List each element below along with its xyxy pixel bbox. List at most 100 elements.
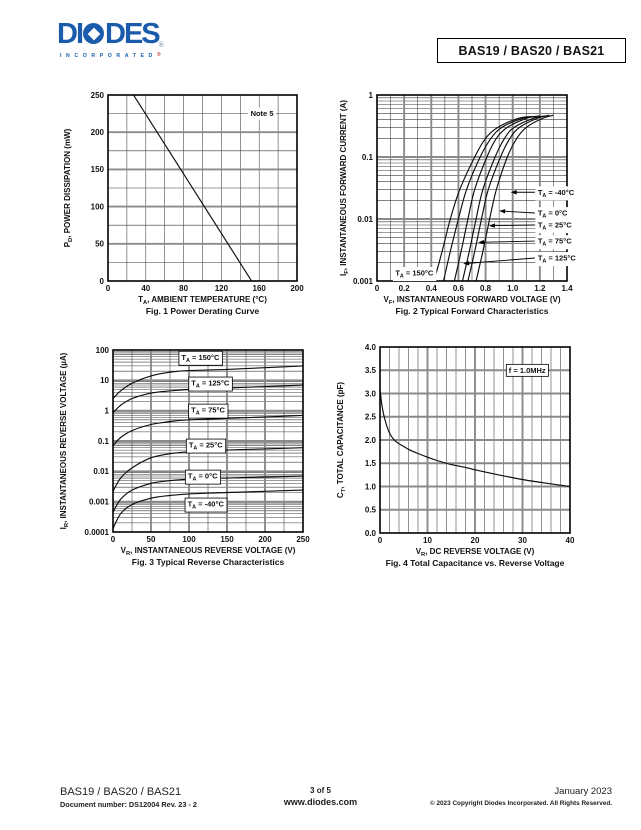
svg-text:2.5: 2.5 (365, 413, 377, 422)
fig2-caption: Fig. 2 Typical Forward Characteristics (396, 306, 549, 316)
svg-text:0: 0 (100, 277, 105, 286)
fig1-annotation: Note 5 (251, 109, 274, 118)
fig1-major-grid (108, 95, 297, 281)
fig2-x-axis-title: VF, INSTANTANEOUS FORWARD VOLTAGE (V) (383, 295, 560, 306)
logo-incorporated-text: INCORPORATED® (57, 52, 164, 59)
svg-text:150: 150 (220, 535, 234, 544)
footer-page-number: 3 of 5 (310, 786, 331, 795)
svg-text:80: 80 (179, 284, 188, 293)
footer-part-numbers: BAS19 / BAS20 / BAS21 (60, 786, 182, 798)
svg-text:1.4: 1.4 (561, 284, 573, 293)
svg-text:10: 10 (100, 376, 109, 385)
fig1-y-axis-title: PD, POWER DISSIPATION (mW) (63, 128, 74, 247)
svg-text:0.2: 0.2 (399, 284, 411, 293)
svg-text:0.01: 0.01 (93, 467, 109, 476)
fig2-tick-labels: 0 0.2 0.4 0.6 0.8 1.0 1.2 1.4 0.001 0.01 0.1 1 (353, 91, 573, 293)
footer-website-link[interactable]: www.diodes.com (283, 797, 358, 807)
svg-text:50: 50 (95, 240, 104, 249)
fig2-annotation: TA = -40°C (538, 188, 575, 199)
fig4-y-axis-title: CT, TOTAL CAPACITANCE (pF) (336, 382, 347, 498)
curve-TA-0-C (467, 114, 550, 281)
curve-power-derating (133, 95, 253, 281)
svg-text:1.0: 1.0 (365, 482, 377, 491)
svg-text:1: 1 (105, 406, 110, 415)
svg-text:0.001: 0.001 (89, 497, 110, 506)
svg-text:0.1: 0.1 (362, 153, 374, 162)
fig3-annotation: TA = 0°C (188, 472, 218, 483)
fig2-annotation: TA = 25°C (538, 221, 572, 232)
svg-text:40: 40 (566, 536, 575, 545)
fig3-y-axis-title: IR, INSTANTANEOUS REVERSE VOLTAGE (µA) (59, 352, 70, 529)
svg-text:120: 120 (215, 284, 229, 293)
fig1-caption: Fig. 1 Power Derating Curve (146, 306, 260, 316)
fig3-annotation: TA = -40°C (188, 500, 225, 511)
svg-text:250: 250 (296, 535, 310, 544)
curve-TA-25-C (461, 115, 546, 281)
svg-text:0.8: 0.8 (480, 284, 492, 293)
fig2-annotation: TA = 125°C (538, 254, 577, 265)
svg-text:2.0: 2.0 (365, 436, 377, 445)
diamond-icon (87, 27, 100, 40)
svg-text:100: 100 (91, 202, 105, 211)
curve-TA-150-C (433, 115, 532, 281)
figure-power-derating-curve: 0 40 80 120 160 200 0 50 100 150 200 250 TA, AMBIENT… (58, 86, 310, 326)
svg-text:1.2: 1.2 (534, 284, 546, 293)
curve-TA-150-C (113, 365, 303, 400)
logo-diamond-o-icon (83, 23, 104, 44)
curve-TA--40-C (113, 489, 303, 529)
fig1-series (133, 95, 253, 281)
svg-text:0.0001: 0.0001 (85, 528, 110, 537)
curve-TA-125-C (113, 384, 303, 414)
fig2-major-grid (377, 95, 567, 281)
fig4-tick-labels: 0 10 20 30 40 0.0 0.5 1.0 1.5 2.0 2.5 3.0 3.5 4.0 (365, 343, 575, 545)
svg-text:4.0: 4.0 (365, 343, 377, 352)
fig3-x-axis-title: VR, INSTANTANEOUS REVERSE VOLTAGE (V) (121, 546, 296, 557)
fig3-caption: Fig. 3 Typical Reverse Characteristics (132, 557, 285, 567)
svg-text:0.5: 0.5 (365, 506, 377, 515)
curve-total-capacitance (380, 388, 570, 488)
curve-TA-75-C (453, 115, 540, 281)
figure-typical-forward-characteristics: 0 0.2 0.4 0.6 0.8 1.0 1.2 1.4 0.001 0.01 0.1 1 VF, I… (338, 86, 600, 326)
svg-text:0.1: 0.1 (98, 437, 110, 446)
svg-text:0: 0 (106, 284, 111, 293)
svg-text:0.4: 0.4 (426, 284, 438, 293)
fig3-chart: 0 50 100 150 200 250 0.0001 0.001 0.01 0.1 1 10 100 V… (59, 346, 311, 567)
footer-center-block: 3 of 5 www.diodes.com (0, 786, 641, 807)
svg-text:0.6: 0.6 (453, 284, 465, 293)
figure-typical-reverse-characteristics: 0 50 100 150 200 250 0.0001 0.001 0.01 0.1 1 10 100 V… (56, 338, 313, 583)
curve-TA-0-C (113, 475, 303, 513)
fig3-annotation: TA = 150°C (181, 353, 220, 364)
svg-text:200: 200 (290, 284, 304, 293)
svg-text:250: 250 (91, 91, 105, 100)
svg-text:0: 0 (111, 535, 116, 544)
svg-text:30: 30 (518, 536, 527, 545)
svg-text:20: 20 (471, 536, 480, 545)
fig4-chart: 0 10 20 30 40 0.0 0.5 1.0 1.5 2.0 2.5 3.0 3.5 4.0 VR, … (336, 343, 575, 568)
fig3-tick-labels: 0 50 100 150 200 250 0.0001 0.001 0.01 0.1 1 10 100 (85, 346, 311, 544)
logo-wordmark: DI DES® (57, 18, 164, 50)
svg-text:0: 0 (378, 536, 383, 545)
fig4-annotation: f = 1.0MHz (509, 366, 546, 375)
fig2-annotation: TA = 150°C (395, 269, 434, 280)
svg-text:100: 100 (182, 535, 196, 544)
svg-text:1.5: 1.5 (365, 459, 377, 468)
svg-text:3.0: 3.0 (365, 389, 377, 398)
fig1-tick-labels: 0 40 80 120 160 200 0 50 100 150 200 250 (91, 91, 305, 293)
logo-text-left: DI (57, 18, 84, 50)
svg-text:10: 10 (423, 536, 432, 545)
svg-text:1.0: 1.0 (507, 284, 519, 293)
registered-trademark-icon: ® (158, 42, 164, 49)
svg-text:3.5: 3.5 (365, 366, 377, 375)
registered-trademark-small-icon: ® (156, 52, 161, 58)
incorporated-label: INCORPORATED (60, 53, 157, 59)
fig4-series (380, 388, 570, 488)
svg-text:150: 150 (91, 165, 105, 174)
fig2-annotation: TA = 0°C (538, 209, 568, 220)
logo-text-right: DES (105, 18, 161, 50)
part-number-box: BAS19 / BAS20 / BAS21 (437, 38, 626, 63)
curve-TA-25-C (113, 447, 303, 492)
diodes-logo: DI DES® INCORPORATED® (57, 18, 164, 60)
fig3-annotation: TA = 125°C (191, 379, 230, 390)
svg-text:0.0: 0.0 (365, 529, 377, 538)
